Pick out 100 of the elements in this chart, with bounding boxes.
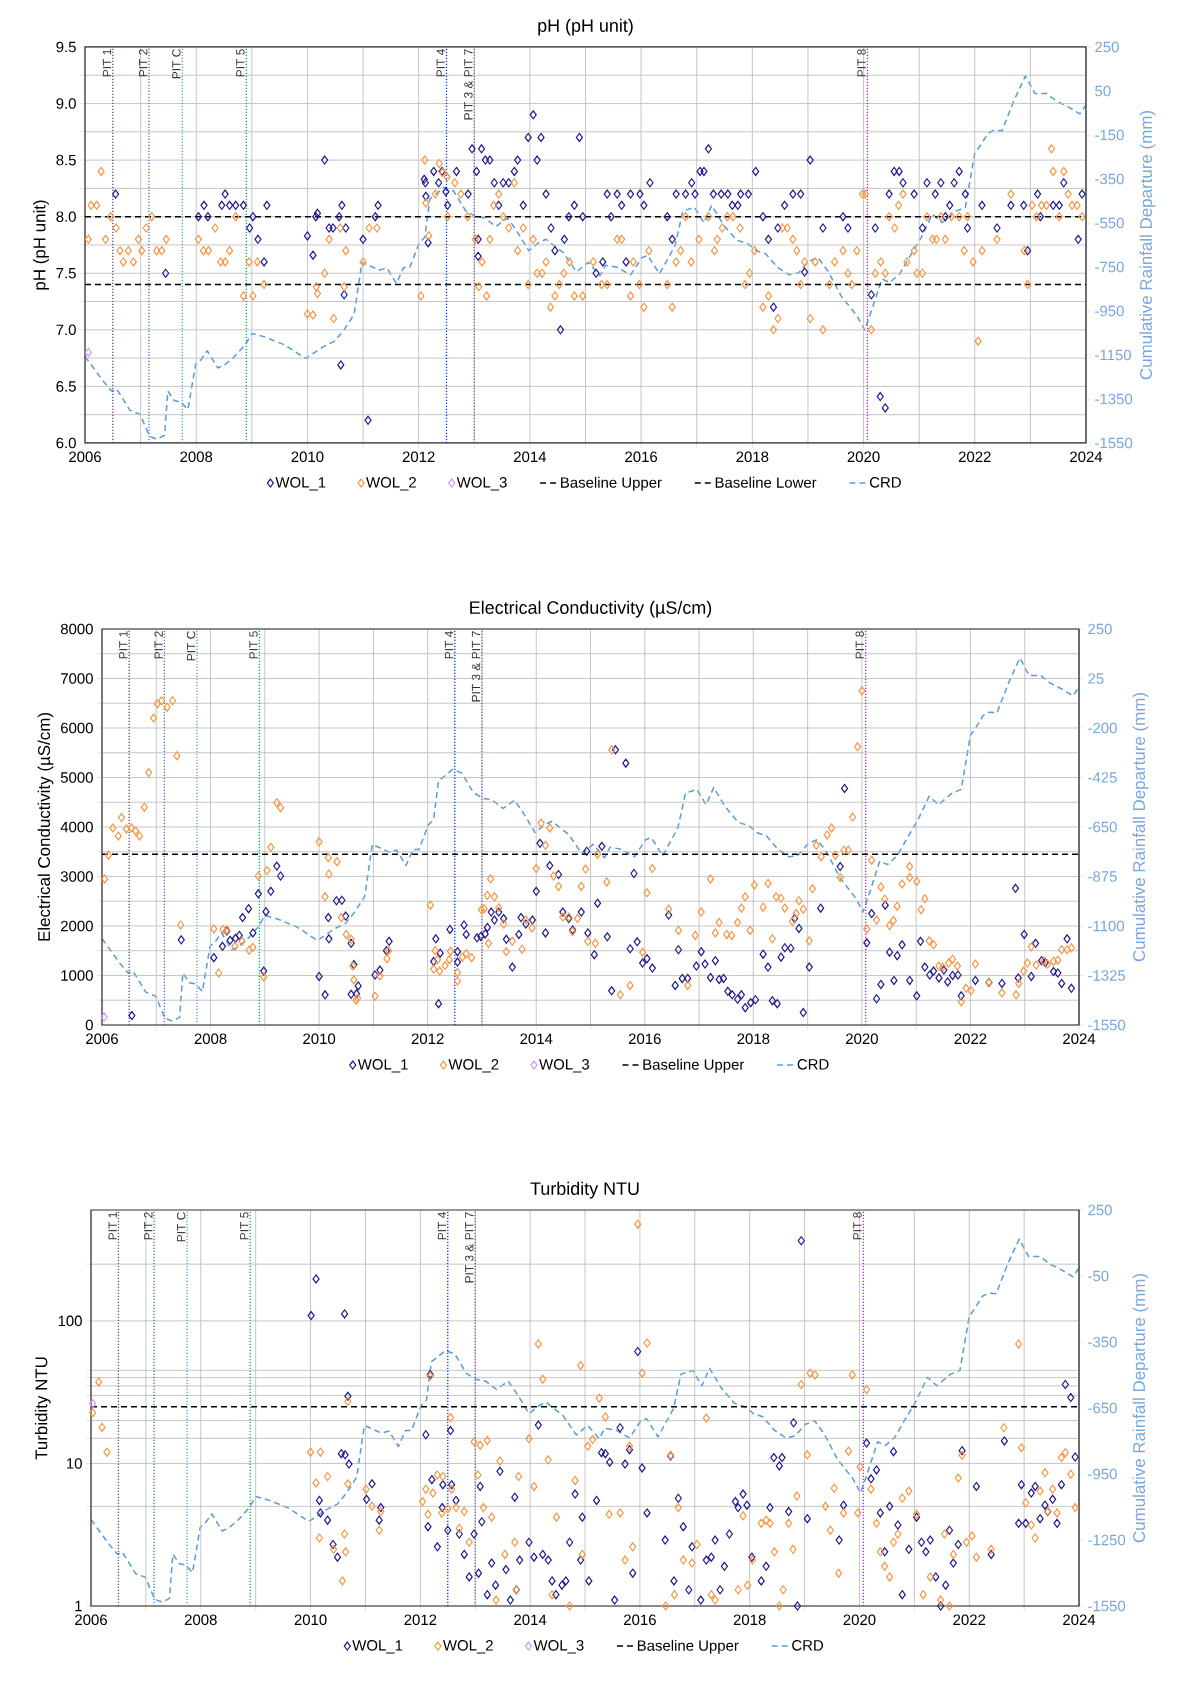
x-tick-label: 2024: [1063, 1033, 1096, 1045]
y-tick-label: 6000: [61, 722, 93, 734]
y-tick-label: 1000: [61, 970, 93, 981]
y2-tick-label: 250: [1088, 1204, 1112, 1216]
y2-axis-title: Cumulative Rainfall Departure (mm): [1132, 1274, 1149, 1543]
x-tick-label: 2018: [733, 1614, 766, 1626]
x-tick-label: 2012: [411, 1033, 444, 1045]
y-tick-label: 8000: [60, 623, 93, 635]
y2-tick-label: -1550: [1095, 437, 1133, 449]
y2-tick-label: -350: [1095, 173, 1124, 185]
x-tick-label: 2016: [628, 1033, 661, 1045]
y-tick-label: 7.5: [56, 268, 76, 279]
legend-label: Baseline Upper: [561, 476, 662, 491]
y2-tick-label: -650: [1088, 1402, 1117, 1414]
y-tick-label: 2000: [61, 920, 93, 932]
x-tick-label: 2018: [736, 451, 769, 463]
legend-label: WOL_1: [352, 1640, 403, 1654]
legend-label: WOL_2: [366, 477, 416, 491]
ref-line-label: PIT 2: [138, 49, 148, 77]
y-axis-title: Turbidity NTU: [34, 1357, 51, 1460]
y-tick-label: 10: [67, 1458, 82, 1469]
legend-label: WOL_3: [456, 477, 507, 491]
ref-line-label: PIT 3 & PIT 7: [465, 1212, 474, 1283]
ref-line-label: PIT 3 & PIT 7: [471, 631, 481, 702]
x-tick-label: 2018: [737, 1033, 770, 1045]
y-tick-label: 8.0: [56, 211, 76, 222]
y-tick-label: 6.0: [56, 437, 76, 449]
x-tick-label: 2008: [184, 1614, 217, 1626]
y2-tick-label: -150: [1095, 129, 1124, 141]
y2-tick-label: -1325: [1088, 970, 1126, 981]
y2-tick-label: -750: [1095, 261, 1124, 273]
y2-tick-label: -950: [1088, 1468, 1117, 1480]
y2-tick-label: -1550: [1088, 1019, 1126, 1031]
ref-line-label: PIT 4: [444, 631, 454, 659]
y-tick-label: 5000: [60, 772, 93, 783]
x-tick-label: 2024: [1063, 1614, 1096, 1626]
y2-axis-title: Cumulative Rainfall Departure (mm): [1132, 693, 1149, 962]
x-tick-label: 2020: [843, 1614, 876, 1626]
x-tick-label: 2012: [404, 1614, 437, 1626]
legend-label: WOL_1: [275, 477, 326, 491]
ref-line-label: PIT 3 & PIT 7: [464, 49, 473, 120]
legend-label: WOL_3: [533, 1640, 584, 1654]
y2-tick-label: -875: [1088, 871, 1117, 882]
ref-line-label: PIT 8: [855, 631, 864, 659]
x-tick-label: 2016: [624, 1614, 656, 1626]
legend-label: WOL_3: [539, 1059, 590, 1073]
ref-line-label: PIT 5: [236, 49, 245, 77]
y2-axis-title: Cumulative Rainfall Departure (mm): [1139, 111, 1156, 380]
legend-label: CRD: [869, 477, 901, 488]
y-tick-label: 8.5: [56, 154, 76, 166]
x-tick-label: 2014: [520, 1033, 553, 1045]
legend-label: WOL_1: [357, 1059, 408, 1073]
y2-tick-label: -1100: [1088, 920, 1125, 932]
x-tick-label: 2006: [86, 1033, 118, 1045]
legend-label: WOL_2: [448, 1059, 499, 1073]
x-tick-label: 2016: [625, 451, 658, 463]
y2-tick-label: -425: [1088, 772, 1117, 783]
ref-line-label: PIT C: [186, 631, 196, 661]
ref-line-label: PIT 2: [144, 1212, 153, 1240]
ref-line-label: PIT C: [172, 49, 181, 79]
y-tick-label: 7.0: [56, 324, 76, 336]
y2-tick-label: -1150: [1095, 349, 1132, 361]
x-tick-label: 2010: [303, 1033, 336, 1045]
y2-tick-label: -1350: [1095, 393, 1133, 405]
ref-line-label: PIT 5: [240, 1212, 249, 1240]
x-tick-label: 2020: [847, 451, 880, 463]
x-tick-label: 2010: [291, 451, 324, 463]
y2-tick-label: 250: [1095, 41, 1119, 53]
y2-tick-label: -50: [1088, 1270, 1109, 1282]
y-tick-label: 7000: [61, 673, 93, 684]
legend-label: Baseline Upper: [643, 1058, 745, 1073]
y-tick-label: 1: [75, 1600, 82, 1612]
x-tick-label: 2020: [846, 1033, 878, 1045]
legend-label: Baseline Upper: [637, 1639, 739, 1654]
chart-title: Electrical Conductivity (µS/cm): [470, 600, 712, 618]
x-tick-label: 2012: [402, 451, 435, 463]
ref-line-label: PIT 2: [154, 631, 163, 659]
legend-label: WOL_2: [442, 1640, 493, 1654]
ref-line-label: PIT 4: [437, 1212, 447, 1240]
legend-label: CRD: [797, 1059, 829, 1070]
ref-line-label: PIT 1: [102, 49, 112, 77]
ref-line-label: PIT 1: [119, 631, 128, 659]
y-tick-label: 3000: [60, 871, 93, 882]
y2-tick-label: -350: [1088, 1336, 1117, 1348]
legend-label: Baseline Lower: [715, 476, 817, 488]
y-tick-label: 9.5: [56, 41, 76, 53]
y-axis-title: pH (pH unit): [33, 200, 49, 290]
x-tick-label: 2022: [958, 451, 991, 463]
y2-tick-label: -650: [1088, 821, 1117, 833]
ref-line-label: PIT 5: [249, 631, 258, 659]
chart-title: pH (pH unit): [538, 18, 633, 36]
y2-tick-label: -1250: [1088, 1534, 1126, 1546]
y2-tick-label: -1550: [1088, 1600, 1126, 1612]
y-axis-title: Electrical Conductivity (µS/cm): [37, 713, 54, 941]
x-tick-label: 2014: [514, 1614, 547, 1626]
y2-tick-label: -200: [1088, 722, 1117, 734]
y2-tick-label: -550: [1095, 217, 1124, 229]
x-tick-label: 2008: [180, 451, 213, 463]
x-tick-label: 2024: [1070, 451, 1103, 463]
x-tick-label: 2014: [514, 451, 547, 463]
